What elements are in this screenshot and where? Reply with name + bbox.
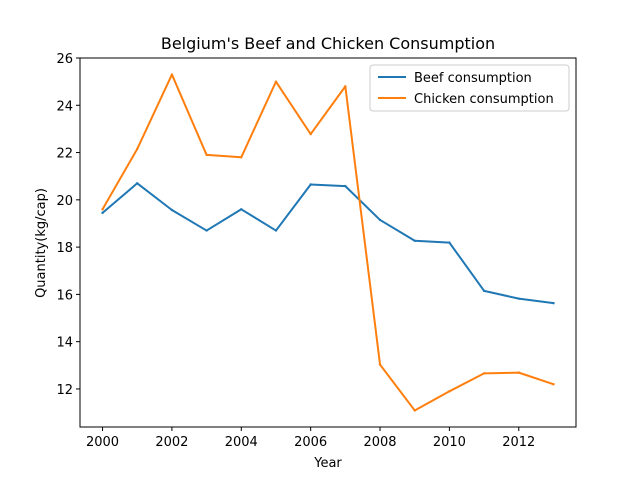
chart-title: Belgium's Beef and Chicken Consumption — [161, 34, 495, 53]
data-point-1-6 — [309, 132, 312, 136]
y-tick-label-2: 16 — [56, 288, 73, 303]
legend-box — [369, 64, 570, 112]
y-tick-label-0: 12 — [56, 383, 73, 398]
data-point-0-13 — [552, 301, 555, 305]
data-point-1-7 — [344, 85, 347, 88]
y-tick-label-3: 18 — [56, 241, 73, 256]
data-point-1-3 — [205, 153, 208, 157]
data-point-0-3 — [205, 229, 208, 232]
data-point-0-8 — [378, 218, 382, 222]
y-tick-label-6: 24 — [56, 99, 73, 114]
data-point-1-12 — [517, 371, 520, 374]
data-point-1-5 — [274, 80, 278, 83]
legend-label-1: Chicken consumption — [414, 92, 554, 107]
x-tick-label-5: 2010 — [433, 435, 466, 450]
y-axis-label: Quantity(kg/cap) — [34, 188, 49, 298]
data-point-1-4 — [240, 156, 243, 159]
y-tick-label-4: 20 — [56, 194, 73, 209]
data-point-0-6 — [309, 183, 312, 186]
data-point-0-0 — [101, 211, 104, 215]
y-tick-label-1: 14 — [56, 336, 73, 351]
y-tick-label-5: 22 — [56, 147, 73, 162]
series-line-1 — [101, 73, 555, 412]
x-tick-label-6: 2012 — [502, 435, 535, 450]
legend: Beef consumption Chicken consumption — [369, 64, 570, 112]
data-point-0-5 — [274, 229, 278, 232]
data-point-1-2 — [170, 73, 174, 76]
legend-label-0: Beef consumption — [414, 71, 532, 86]
x-tick-label-1: 2002 — [155, 435, 188, 450]
y-tick-label-7: 26 — [56, 52, 73, 67]
data-point-1-9 — [413, 409, 416, 412]
data-point-0-12 — [517, 297, 520, 300]
series-line-0 — [101, 182, 555, 305]
data-point-1-10 — [448, 390, 451, 393]
data-point-1-0 — [101, 208, 104, 211]
data-point-0-10 — [448, 241, 451, 244]
x-tick-label-3: 2006 — [294, 435, 327, 450]
data-point-0-7 — [344, 184, 347, 188]
data-point-0-1 — [136, 182, 139, 185]
data-point-0-2 — [170, 208, 174, 212]
data-point-0-11 — [482, 289, 486, 293]
x-tick-label-4: 2008 — [363, 435, 396, 450]
x-tick-label-2: 2004 — [225, 435, 258, 450]
data-point-1-8 — [378, 363, 382, 366]
plot-area: 2000 2002 2004 2006 2008 2010 2012 12 14 16 18 20 22… — [56, 52, 577, 450]
data-point-1-1 — [136, 147, 139, 151]
data-point-1-13 — [552, 383, 555, 386]
data-point-0-9 — [413, 239, 416, 242]
x-axis-label: Year — [313, 456, 342, 471]
x-tick-label-0: 2000 — [86, 435, 119, 450]
data-point-0-4 — [240, 208, 243, 211]
axes-frame — [79, 57, 577, 428]
data-point-1-11 — [482, 372, 486, 375]
